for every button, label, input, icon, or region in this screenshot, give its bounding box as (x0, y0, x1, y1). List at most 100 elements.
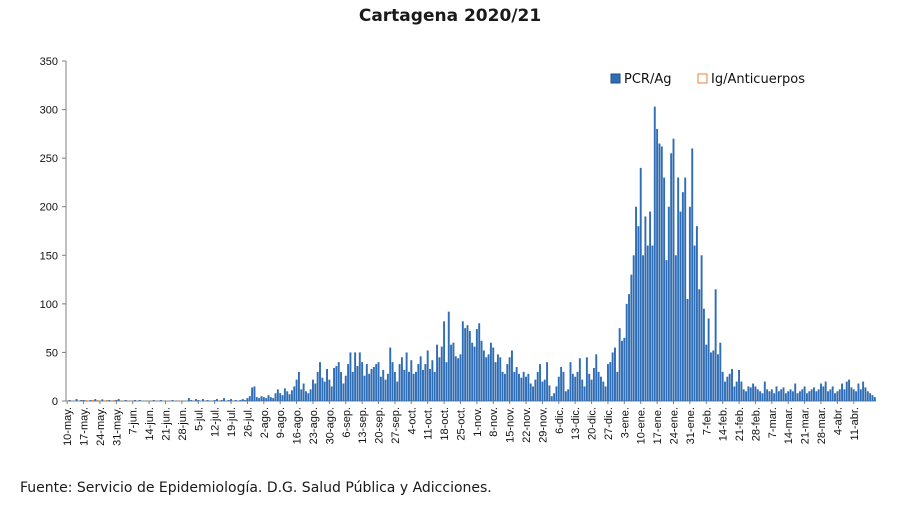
x-tick-label: 30-ago. (324, 407, 336, 444)
bar-pcr-ag (447, 311, 450, 401)
bar-pcr-ag (459, 354, 462, 401)
bar-pcr-ag (805, 393, 808, 401)
bar-pcr-ag (815, 391, 818, 401)
bar-pcr-ag (286, 391, 289, 401)
bar-pcr-ag (410, 360, 413, 401)
bar-pcr-ag (293, 386, 296, 401)
bar-ig-anticuerpos (96, 400, 99, 401)
x-tick-label: 12-jul. (210, 407, 222, 437)
bar-pcr-ag (571, 373, 574, 401)
bar-pcr-ag (290, 390, 293, 401)
bar-pcr-ag (532, 386, 534, 401)
bar-pcr-ag (389, 347, 392, 401)
bar-pcr-ag (794, 383, 797, 401)
bar-pcr-ag (480, 340, 483, 401)
bar-pcr-ag (866, 391, 869, 401)
bar-pcr-ag (80, 400, 83, 401)
legend-swatch-ig-anticuerpos (697, 73, 708, 84)
bar-pcr-ag (316, 371, 319, 401)
bar-pcr-ag (398, 364, 401, 401)
bar-pcr-ag (246, 398, 249, 401)
x-tick-label: 13-dic. (570, 407, 582, 440)
x-tick-label: 21-feb. (734, 407, 746, 441)
x-tick-label: 17-may. (79, 407, 91, 446)
bar-pcr-ag (372, 367, 375, 401)
bar-pcr-ag (609, 362, 612, 401)
bar-pcr-ag (485, 357, 488, 401)
chart-title: Cartagena 2020/21 (358, 6, 542, 26)
bar-pcr-ag (855, 391, 858, 401)
bar-pcr-ag (304, 391, 307, 401)
bar-pcr-ag (377, 362, 380, 401)
bar-pcr-ag (611, 352, 614, 401)
y-axis: 0 50 100 150 200 250 300 350 (40, 56, 67, 408)
x-tick-label: 13-sep. (357, 407, 369, 444)
bar-pcr-ag (728, 373, 731, 401)
bar-pcr-ag (546, 362, 549, 401)
x-tick-label: 6-sep. (341, 407, 353, 438)
bar-pcr-ag (239, 400, 242, 401)
bar-pcr-ag (276, 389, 279, 401)
bar-pcr-ag (646, 245, 649, 401)
bar-pcr-ag (637, 226, 640, 401)
bar-pcr-ag (712, 350, 715, 401)
bar-pcr-ag (859, 389, 862, 401)
bar-pcr-ag (515, 367, 518, 401)
y-tick-label: 350 (40, 56, 58, 68)
bar-pcr-ag (216, 399, 218, 401)
bar-pcr-ag (307, 393, 310, 401)
bar-pcr-ag (653, 106, 656, 402)
bar-pcr-ag (314, 383, 317, 401)
bar-pcr-ag (408, 371, 410, 401)
bar-pcr-ag (473, 346, 476, 401)
bar-pcr-ag (393, 371, 396, 401)
bar-pcr-ag (780, 389, 783, 401)
x-tick-label: 27-dic. (603, 407, 615, 440)
bar-pcr-ag (384, 379, 387, 401)
bar-pcr-ag (433, 371, 436, 401)
bar-pcr-ag (429, 368, 431, 401)
x-tick-label: 23-ago. (308, 407, 320, 444)
y-tick-label: 300 (40, 105, 58, 117)
bar-pcr-ag (302, 383, 305, 401)
x-tick-label: 24-may. (95, 407, 107, 446)
bar-pcr-ag (354, 352, 357, 401)
bar-pcr-ag (344, 375, 347, 401)
bar-pcr-ag (227, 400, 230, 401)
bar-pcr-ag (618, 328, 621, 401)
y-tick-label: 0 (52, 396, 58, 408)
bar-pcr-ag (803, 386, 806, 401)
bar-ig-anticuerpos (106, 400, 108, 401)
y-tick-label: 50 (46, 347, 58, 359)
bar-pcr-ag (347, 364, 350, 401)
x-tick-label: 27-sep. (390, 407, 402, 444)
x-tick-label: 29-nov. (537, 407, 549, 443)
bar-pcr-ag (539, 364, 542, 401)
bar-pcr-ag (768, 391, 771, 401)
bar-pcr-ag (452, 342, 455, 401)
bar-pcr-ag (541, 381, 544, 401)
x-tick-label: 14-mar. (783, 407, 795, 444)
bar-pcr-ag (431, 360, 434, 401)
bar-pcr-ag (628, 294, 630, 401)
bar-pcr-ag (614, 347, 616, 401)
bar-pcr-ag (281, 395, 284, 401)
bar-pcr-ag (702, 308, 705, 401)
bar-pcr-ag (525, 376, 527, 401)
bar-pcr-ag (770, 389, 773, 401)
bar-pcr-ag (843, 389, 846, 401)
x-tick-label: 21-jun. (160, 407, 172, 441)
x-tick-label: 3-ene. (619, 407, 631, 438)
y-tick-label: 100 (40, 299, 58, 311)
bar-pcr-ag (368, 373, 371, 401)
bar-pcr-ag (623, 337, 626, 401)
x-tick-label: 21-mar. (800, 407, 812, 444)
bar-pcr-ag (422, 369, 424, 401)
bar-pcr-ag (312, 379, 314, 401)
bar-pcr-ag (817, 389, 820, 401)
bar-pcr-ag (548, 385, 551, 401)
bar-pcr-ag (595, 354, 598, 401)
x-tick-label: 19-jul. (226, 407, 238, 437)
bar-pcr-ag (557, 376, 560, 401)
bar-pcr-ag (602, 381, 605, 401)
